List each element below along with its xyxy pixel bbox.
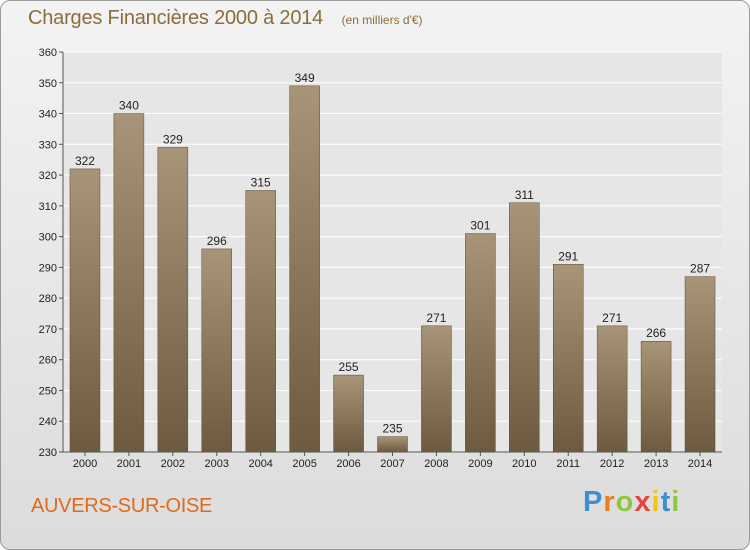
y-tick-label: 230	[39, 447, 57, 459]
x-tick-label: 2004	[248, 458, 272, 470]
bar	[333, 374, 364, 453]
bar	[113, 113, 145, 453]
y-tick-label: 280	[39, 293, 57, 305]
bar	[596, 325, 628, 453]
x-tick-label: 2002	[161, 458, 185, 470]
bar	[377, 436, 408, 453]
y-tick-label: 260	[39, 355, 57, 367]
bar-value-label: 301	[470, 219, 490, 233]
bar	[684, 276, 716, 453]
y-tick-label: 250	[39, 385, 57, 397]
bar-value-label: 322	[75, 154, 95, 168]
bar-value-label: 266	[646, 326, 666, 340]
bar-value-label: 311	[515, 188, 534, 202]
bar	[69, 168, 101, 453]
x-tick-label: 2012	[600, 458, 624, 470]
x-tick-label: 2010	[512, 458, 536, 470]
chart-subtitle: (en milliers d'€)	[341, 13, 423, 27]
bar	[509, 202, 540, 453]
bar	[640, 340, 672, 453]
x-tick-label: 2011	[556, 458, 580, 470]
bar-value-label: 271	[602, 311, 622, 325]
y-tick-label: 350	[39, 78, 57, 90]
bar-value-label: 340	[119, 99, 139, 113]
bar-value-label: 296	[207, 234, 227, 248]
commune-name: AUVERS-SUR-OISE	[31, 495, 213, 517]
bar	[245, 190, 276, 453]
bar-value-label: 271	[426, 311, 446, 325]
bar-value-label: 291	[558, 249, 578, 263]
x-tick-label: 2003	[205, 458, 229, 470]
x-tick-label: 2005	[292, 458, 316, 470]
bar	[465, 233, 496, 453]
y-tick-label: 240	[39, 416, 57, 428]
y-tick-label: 360	[39, 47, 57, 59]
x-tick-label: 2001	[117, 458, 141, 470]
y-tick-label: 330	[39, 139, 57, 151]
x-tick-label: 2007	[380, 458, 404, 470]
x-tick-label: 2013	[644, 458, 668, 470]
y-tick-label: 320	[39, 170, 57, 182]
bar-value-label: 315	[251, 175, 271, 189]
y-tick-label: 340	[39, 109, 57, 121]
bar	[289, 85, 320, 453]
x-tick-label: 2014	[688, 458, 712, 470]
bar-value-label: 255	[339, 360, 359, 374]
bar	[157, 147, 189, 453]
bar	[552, 264, 584, 453]
y-tick-label: 290	[39, 262, 57, 274]
bar-value-label: 329	[163, 132, 183, 146]
bar-value-label: 287	[690, 262, 710, 276]
y-tick-label: 300	[39, 232, 57, 244]
x-tick-label: 2000	[73, 458, 97, 470]
proxiti-logo[interactable]: Proxiti	[583, 486, 681, 518]
bar	[421, 325, 452, 453]
bar-value-label: 349	[295, 71, 315, 85]
chart-title: Charges Financières 2000 à 2014	[28, 7, 324, 29]
x-tick-label: 2008	[424, 458, 448, 470]
y-tick-label: 310	[39, 201, 57, 213]
bar	[201, 248, 233, 453]
x-tick-label: 2006	[336, 458, 360, 470]
x-tick-label: 2009	[468, 458, 492, 470]
chart-title-row: Charges Financières 2000 à 2014 (en mill…	[28, 7, 423, 30]
y-tick-label: 270	[39, 324, 57, 336]
bar-value-label: 235	[382, 422, 402, 436]
